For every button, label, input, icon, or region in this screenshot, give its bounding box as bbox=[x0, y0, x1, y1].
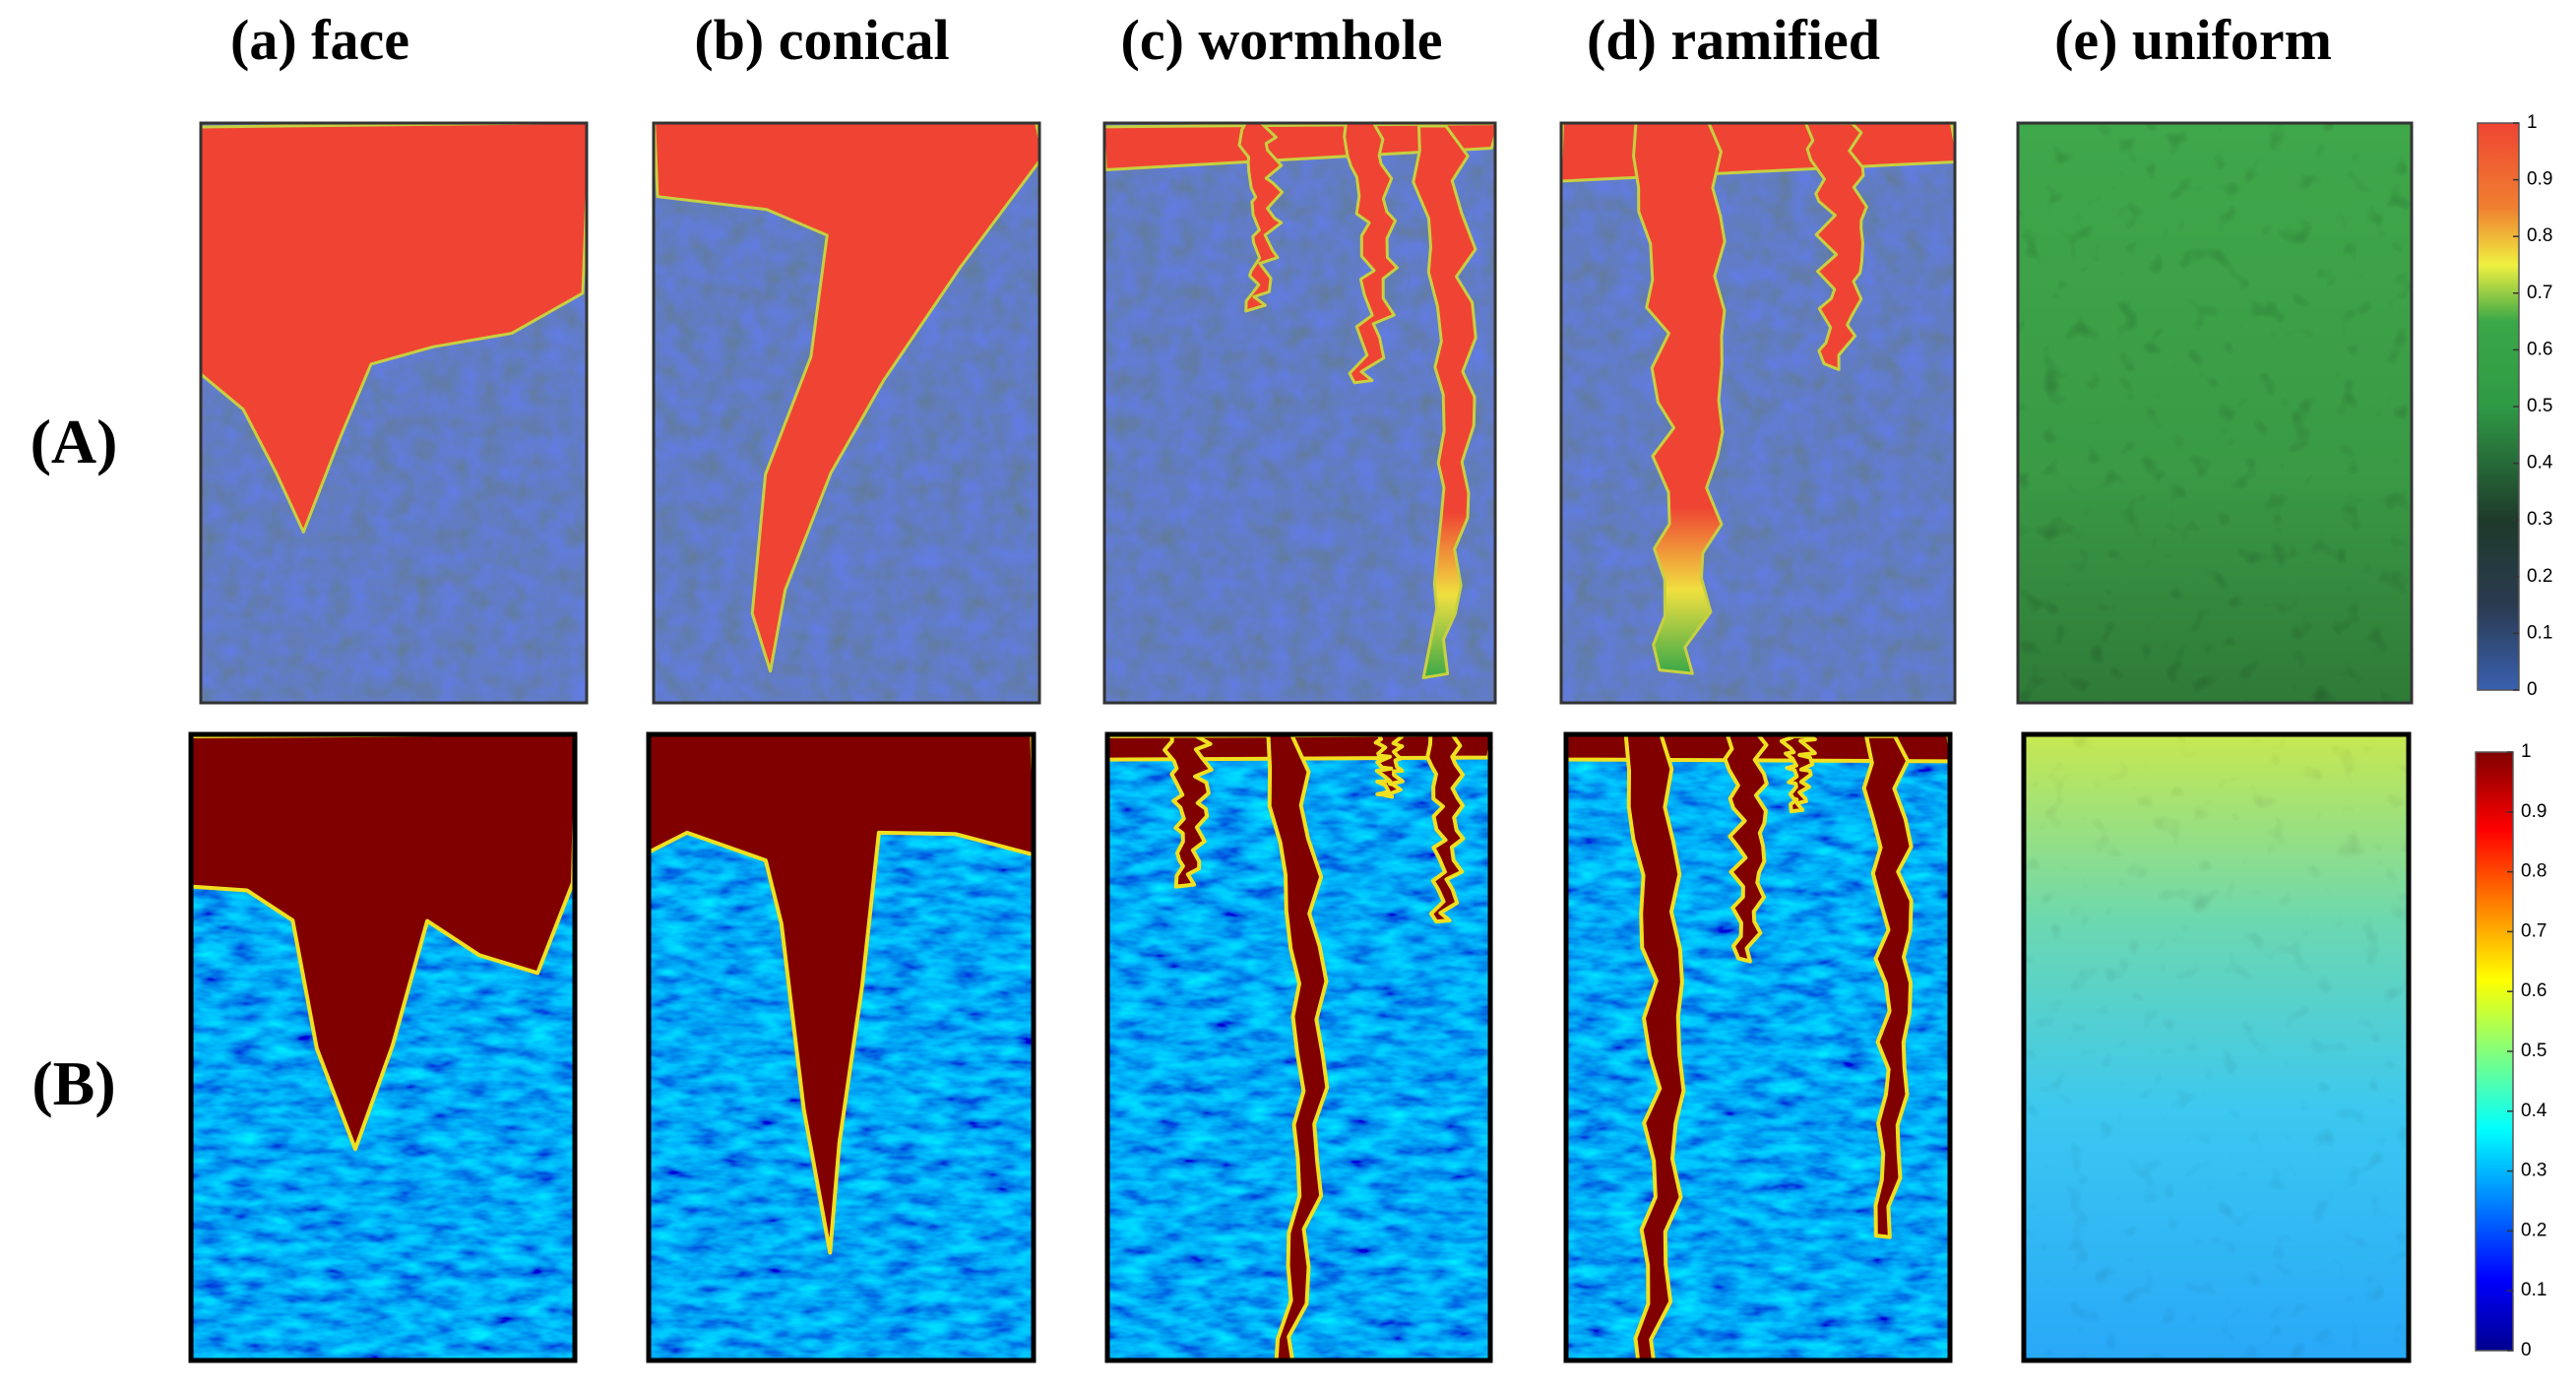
panel-image bbox=[2024, 734, 2409, 1360]
panel-border bbox=[188, 731, 578, 1363]
panel-border bbox=[2021, 731, 2412, 1363]
colorbar bbox=[2477, 122, 2520, 691]
panel-image bbox=[1104, 123, 1495, 703]
panel-image bbox=[1561, 123, 1955, 703]
panel-border bbox=[646, 731, 1037, 1363]
colorbar-tick-label: 0.8 bbox=[2521, 861, 2546, 882]
dissolved-region bbox=[1237, 123, 1285, 313]
panel bbox=[1559, 121, 1957, 705]
colorbar bbox=[2475, 751, 2514, 1352]
dissolved-region bbox=[649, 734, 1034, 1255]
panel bbox=[2016, 121, 2414, 705]
colorbar-tick-label: 0.9 bbox=[2527, 169, 2552, 190]
colorbar-tick-label: 0.9 bbox=[2521, 801, 2546, 822]
colorbar-tick-label: 0.3 bbox=[2527, 509, 2552, 530]
colorbar-tick-label: 0.2 bbox=[2521, 1220, 2546, 1240]
column-label: (a) face bbox=[230, 8, 409, 72]
texture bbox=[1561, 123, 1955, 703]
dissolved-region bbox=[654, 123, 1039, 673]
panel-image bbox=[654, 123, 1039, 703]
panel bbox=[199, 121, 589, 705]
colorbar-tick-label: 1 bbox=[2521, 741, 2532, 762]
column-label: (e) uniform bbox=[2054, 8, 2332, 72]
panel-image bbox=[2018, 123, 2412, 703]
panel-image bbox=[201, 123, 587, 703]
dissolved-region bbox=[1723, 734, 1769, 964]
dissolved-region bbox=[1425, 734, 1466, 924]
panel bbox=[646, 731, 1037, 1363]
colorbar-tick-label: 0.1 bbox=[2521, 1280, 2546, 1300]
panel bbox=[1104, 731, 1493, 1363]
colorbar-tick-label: 0.2 bbox=[2527, 566, 2552, 587]
dissolved-region bbox=[1623, 734, 1686, 1360]
colorbar-tick-label: 0 bbox=[2521, 1340, 2532, 1360]
colorbar-tick-label: 0.5 bbox=[2521, 1041, 2546, 1061]
dissolved-region bbox=[1373, 734, 1405, 799]
panel-image bbox=[191, 734, 575, 1360]
colorbar-tick-label: 0.4 bbox=[2521, 1101, 2547, 1121]
row-label: (B) bbox=[31, 1048, 115, 1118]
panel-border bbox=[1102, 121, 1497, 705]
colorbar-tick-label: 0.6 bbox=[2521, 980, 2546, 1001]
panel-border bbox=[1559, 121, 1957, 705]
colorbar-tick-label: 0.1 bbox=[2527, 622, 2552, 643]
panel-border bbox=[199, 121, 589, 705]
colorbar-tick-label: 0.4 bbox=[2527, 453, 2553, 474]
panel bbox=[188, 731, 578, 1363]
column-label: (b) conical bbox=[694, 8, 949, 72]
dissolved-region bbox=[1162, 734, 1214, 889]
colorbar-tick-label: 1 bbox=[2527, 112, 2538, 133]
colorbar-tick-label: 0.3 bbox=[2521, 1161, 2546, 1181]
panel-image bbox=[1107, 734, 1490, 1360]
panel-image bbox=[1566, 734, 1950, 1360]
colorbar-tick-label: 0.7 bbox=[2521, 920, 2546, 941]
dissolved-region bbox=[201, 123, 587, 534]
panel-border bbox=[1104, 731, 1493, 1363]
colorbar-tick-label: 0.6 bbox=[2527, 339, 2552, 359]
row-label: (A) bbox=[31, 407, 118, 476]
texture bbox=[2024, 734, 2409, 1360]
column-label: (d) ramified bbox=[1587, 8, 1880, 72]
panel bbox=[1102, 121, 1497, 705]
column-label: (c) wormhole bbox=[1121, 8, 1443, 72]
dissolved-region bbox=[1343, 123, 1399, 385]
dissolved-region bbox=[1632, 123, 1727, 675]
panel-border bbox=[2016, 121, 2414, 705]
colorbar-tick-label: 0.8 bbox=[2527, 225, 2552, 246]
panel bbox=[652, 121, 1041, 705]
colorbar-tick-label: 0.7 bbox=[2527, 283, 2552, 303]
texture bbox=[2018, 123, 2412, 703]
panel bbox=[1563, 731, 1953, 1363]
panel-border bbox=[652, 121, 1041, 705]
dissolved-region bbox=[1779, 734, 1817, 814]
dissolved-region bbox=[1266, 734, 1330, 1360]
colorbar-tick-label: 0 bbox=[2527, 679, 2538, 700]
colorbar-tick-label: 0.5 bbox=[2527, 396, 2552, 416]
panel-border bbox=[1563, 731, 1953, 1363]
panel-image bbox=[649, 734, 1034, 1360]
dissolved-region bbox=[1861, 734, 1914, 1239]
dissolved-region bbox=[1412, 124, 1477, 680]
dissolved-region bbox=[1803, 123, 1868, 371]
panel bbox=[2021, 731, 2412, 1363]
